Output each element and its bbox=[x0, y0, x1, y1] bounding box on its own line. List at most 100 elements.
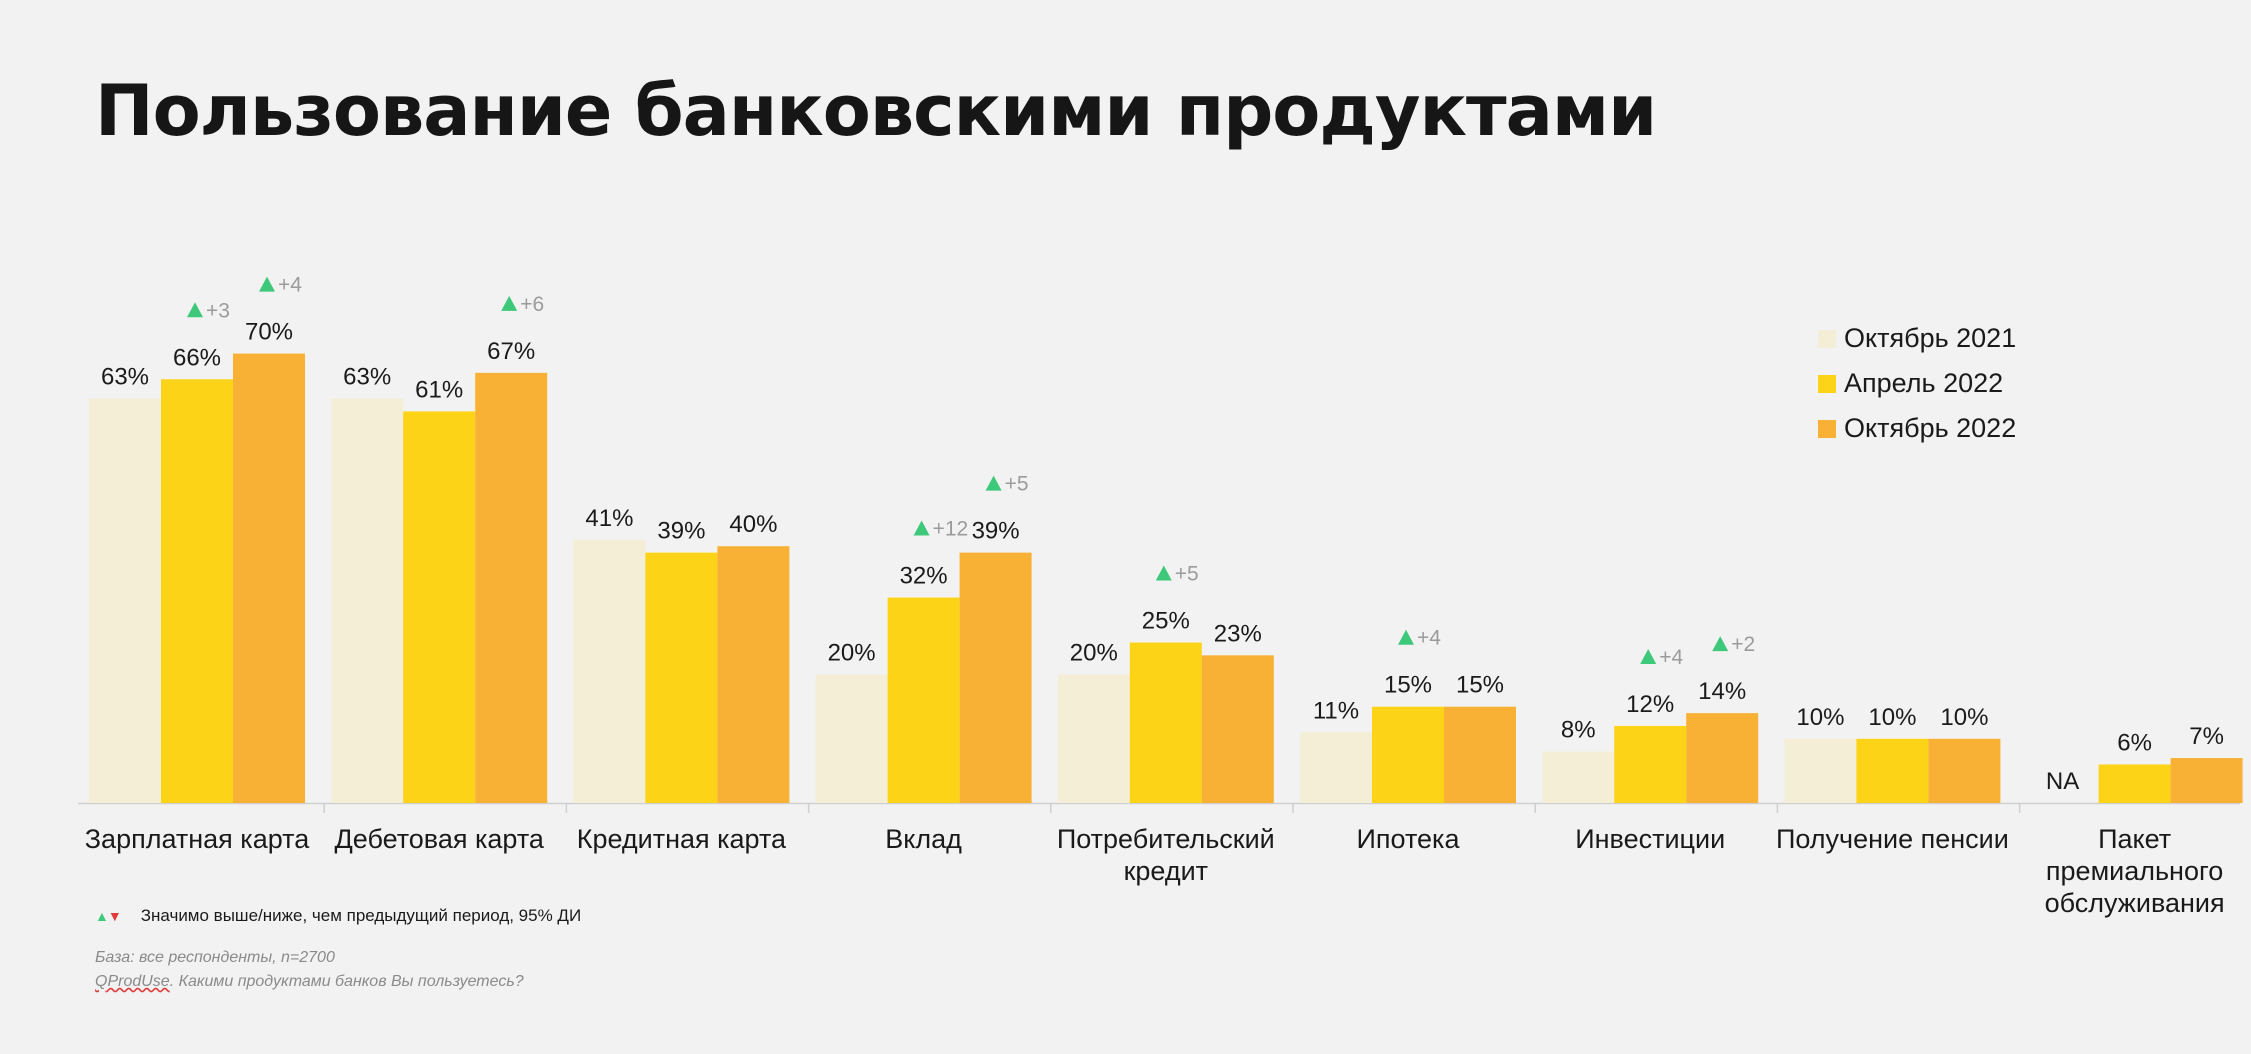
bar bbox=[331, 398, 404, 803]
data-label: 15% bbox=[1384, 672, 1432, 699]
bar bbox=[1201, 655, 1274, 803]
significance-text: Значимо выше/ниже, чем предыдущий период… bbox=[140, 906, 582, 925]
category-label: Получение пенсии bbox=[1776, 824, 2009, 854]
significance-note: ▲▼ Значимо выше/ниже, чем предыдущий пер… bbox=[95, 906, 581, 926]
data-label: 39% bbox=[972, 518, 1020, 545]
data-label: 25% bbox=[1142, 608, 1190, 635]
bar bbox=[1444, 706, 1516, 803]
data-label: 70% bbox=[245, 319, 293, 346]
change-label: +6 bbox=[520, 293, 544, 316]
bar bbox=[1928, 738, 2001, 803]
change-label: +5 bbox=[1005, 473, 1029, 496]
bar bbox=[403, 411, 476, 803]
category-label: Инвестиции bbox=[1575, 824, 1725, 854]
up-arrow-icon bbox=[1155, 565, 1172, 581]
bar bbox=[1129, 642, 1202, 803]
change-label: +5 bbox=[1175, 563, 1199, 586]
data-label: 66% bbox=[173, 344, 221, 371]
data-label: 67% bbox=[487, 338, 535, 365]
bar bbox=[475, 372, 548, 803]
data-label: 61% bbox=[415, 376, 463, 403]
question-text: . Какими продуктами банков Вы пользуетес… bbox=[169, 973, 524, 990]
data-label: 20% bbox=[1070, 640, 1118, 667]
bar bbox=[1300, 732, 1372, 803]
bar bbox=[1057, 674, 1130, 803]
data-label: 11% bbox=[1313, 697, 1359, 724]
data-label: 63% bbox=[343, 364, 391, 391]
data-label: 32% bbox=[900, 563, 948, 590]
bar bbox=[2170, 758, 2243, 803]
up-arrow-icon bbox=[1398, 629, 1414, 645]
category-label: обслуживания bbox=[2045, 888, 2225, 918]
data-label: 23% bbox=[1214, 620, 1262, 647]
legend-label: Октябрь 2021 bbox=[1844, 323, 2017, 353]
data-label: 7% bbox=[2189, 723, 2224, 750]
bar bbox=[1856, 738, 1929, 803]
question-line: QProdUse. Какими продуктами банков Вы по… bbox=[95, 970, 524, 994]
data-label: 14% bbox=[1698, 678, 1746, 705]
change-label: +4 bbox=[278, 274, 302, 297]
bar bbox=[1542, 751, 1615, 803]
change-label: +2 bbox=[1731, 633, 1755, 656]
bar bbox=[89, 398, 161, 803]
bar bbox=[1686, 713, 1759, 803]
legend-swatch bbox=[1818, 419, 1836, 438]
data-label: 20% bbox=[828, 640, 876, 667]
data-label: 41% bbox=[585, 505, 633, 532]
category-label: Зарплатная карта bbox=[85, 824, 310, 854]
change-label: +12 bbox=[933, 518, 969, 541]
bar bbox=[2098, 764, 2171, 803]
bar bbox=[1784, 738, 1857, 803]
data-label: 10% bbox=[1868, 704, 1916, 731]
data-label: 10% bbox=[1940, 704, 1988, 731]
data-label: 12% bbox=[1626, 691, 1674, 718]
up-arrow-icon bbox=[1712, 636, 1729, 652]
legend-item-april-2022: Апрель 2022 bbox=[1818, 361, 2016, 406]
up-down-arrows-icon: ▲▼ bbox=[95, 908, 122, 924]
data-label: 40% bbox=[729, 511, 777, 538]
change-label: +4 bbox=[1417, 627, 1441, 650]
page-title: Пользование банковскими продуктами bbox=[95, 70, 1657, 152]
up-arrow-icon bbox=[985, 475, 1002, 491]
data-label: NA bbox=[2046, 768, 2079, 795]
category-label: Вклад bbox=[885, 824, 962, 854]
base-text: База: все респонденты, n=2700 bbox=[95, 949, 335, 966]
legend-swatch bbox=[1818, 374, 1836, 393]
bar bbox=[645, 552, 718, 803]
category-label: Ипотека bbox=[1357, 824, 1461, 854]
bar bbox=[959, 552, 1032, 803]
up-arrow-icon bbox=[913, 520, 930, 536]
data-label: 63% bbox=[101, 364, 149, 391]
category-label: премиального bbox=[2046, 856, 2223, 886]
up-arrow-icon bbox=[1640, 648, 1657, 664]
up-arrow-icon bbox=[259, 276, 275, 292]
base-note: База: все респонденты, n=2700 QProdUse. … bbox=[95, 946, 524, 994]
legend-label: Апрель 2022 bbox=[1844, 368, 2004, 398]
bar bbox=[573, 539, 646, 803]
bar bbox=[1614, 725, 1687, 803]
bar bbox=[1372, 706, 1444, 803]
data-label: 10% bbox=[1796, 704, 1844, 731]
change-label: +4 bbox=[1659, 646, 1683, 669]
legend-item-october-2021: Октябрь 2021 bbox=[1818, 316, 2016, 361]
chart-legend: Октябрь 2021 Апрель 2022 Октябрь 2022 bbox=[1818, 316, 2016, 451]
question-code: QProdUse bbox=[95, 973, 170, 990]
bar bbox=[233, 353, 305, 803]
bar bbox=[887, 597, 960, 803]
up-arrow-icon bbox=[501, 295, 518, 311]
bar bbox=[815, 674, 888, 803]
bar bbox=[161, 379, 233, 803]
data-label: 15% bbox=[1456, 672, 1504, 699]
bar bbox=[717, 546, 790, 803]
category-label: Потребительский bbox=[1057, 824, 1275, 854]
category-label: Кредитная карта bbox=[577, 824, 787, 854]
change-label: +3 bbox=[206, 299, 230, 322]
category-label: Дебетовая карта bbox=[334, 824, 544, 854]
legend-label: Октябрь 2022 bbox=[1844, 413, 2017, 443]
data-label: 6% bbox=[2117, 729, 2152, 756]
up-arrow-icon bbox=[187, 302, 203, 318]
legend-item-october-2022: Октябрь 2022 bbox=[1818, 406, 2016, 451]
category-label: кредит bbox=[1124, 856, 1208, 886]
category-label: Пакет bbox=[2098, 824, 2171, 854]
